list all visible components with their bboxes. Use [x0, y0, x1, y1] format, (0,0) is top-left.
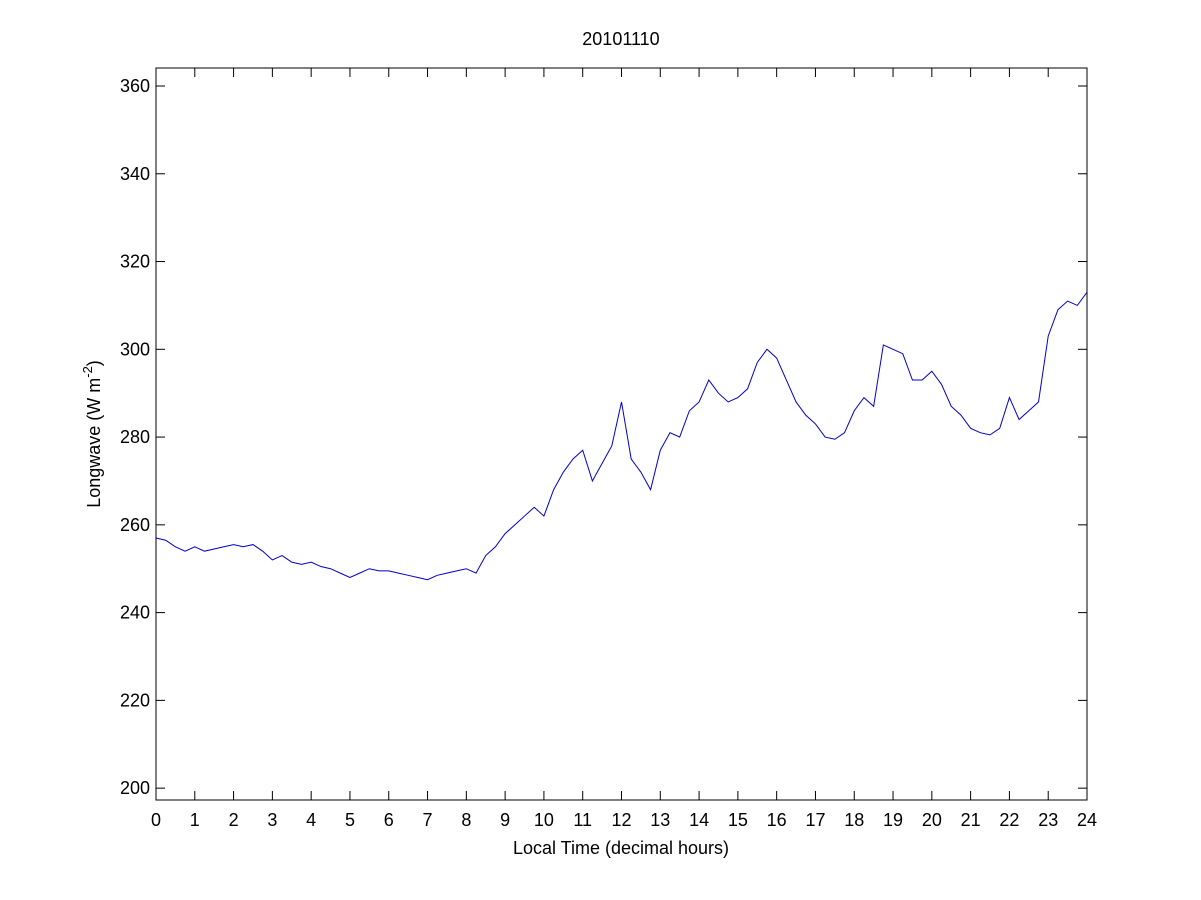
x-tick-label: 12: [611, 810, 631, 830]
y-tick-label: 340: [120, 164, 150, 184]
y-label-sup: -2: [80, 366, 95, 378]
x-axis-label: Local Time (decimal hours): [513, 838, 729, 858]
y-tick-label: 200: [120, 778, 150, 798]
x-tick-label: 17: [805, 810, 825, 830]
y-tick-label: 280: [120, 427, 150, 447]
x-tick-label: 22: [999, 810, 1019, 830]
x-tick-label: 1: [190, 810, 200, 830]
y-tick-label: 260: [120, 515, 150, 535]
x-tick-label: 19: [883, 810, 903, 830]
x-tick-label: 21: [961, 810, 981, 830]
x-tick-label: 13: [650, 810, 670, 830]
x-tick-label: 6: [384, 810, 394, 830]
y-label-main: Longwave (W m: [84, 378, 104, 508]
x-tick-label: 8: [461, 810, 471, 830]
x-tick-label: 4: [306, 810, 316, 830]
y-tick-label: 220: [120, 690, 150, 710]
y-tick-label: 300: [120, 339, 150, 359]
y-tick-label: 320: [120, 252, 150, 272]
x-tick-label: 0: [151, 810, 161, 830]
axes-box: [155, 67, 1088, 801]
x-tick-label: 18: [844, 810, 864, 830]
x-tick-label: 10: [534, 810, 554, 830]
x-tick-label: 23: [1038, 810, 1058, 830]
x-tick-label: 2: [229, 810, 239, 830]
x-tick-label: 15: [728, 810, 748, 830]
x-tick-label: 20: [922, 810, 942, 830]
y-axis-label: Longwave (W m-2): [80, 360, 104, 508]
x-tick-label: 7: [423, 810, 433, 830]
y-label-end: ): [84, 360, 104, 366]
x-tick-label: 11: [573, 810, 592, 830]
chart-title: 20101110: [582, 29, 659, 49]
x-tick-label: 16: [767, 810, 787, 830]
data-line: [155, 291, 1088, 581]
x-tick-label: 5: [345, 810, 355, 830]
x-tick-label: 9: [500, 810, 510, 830]
x-tick-label: 14: [689, 810, 709, 830]
x-tick-label: 3: [267, 810, 277, 830]
x-tick-label: 24: [1077, 810, 1097, 830]
y-tick-label: 360: [120, 76, 150, 96]
y-tick-label: 240: [120, 603, 150, 623]
